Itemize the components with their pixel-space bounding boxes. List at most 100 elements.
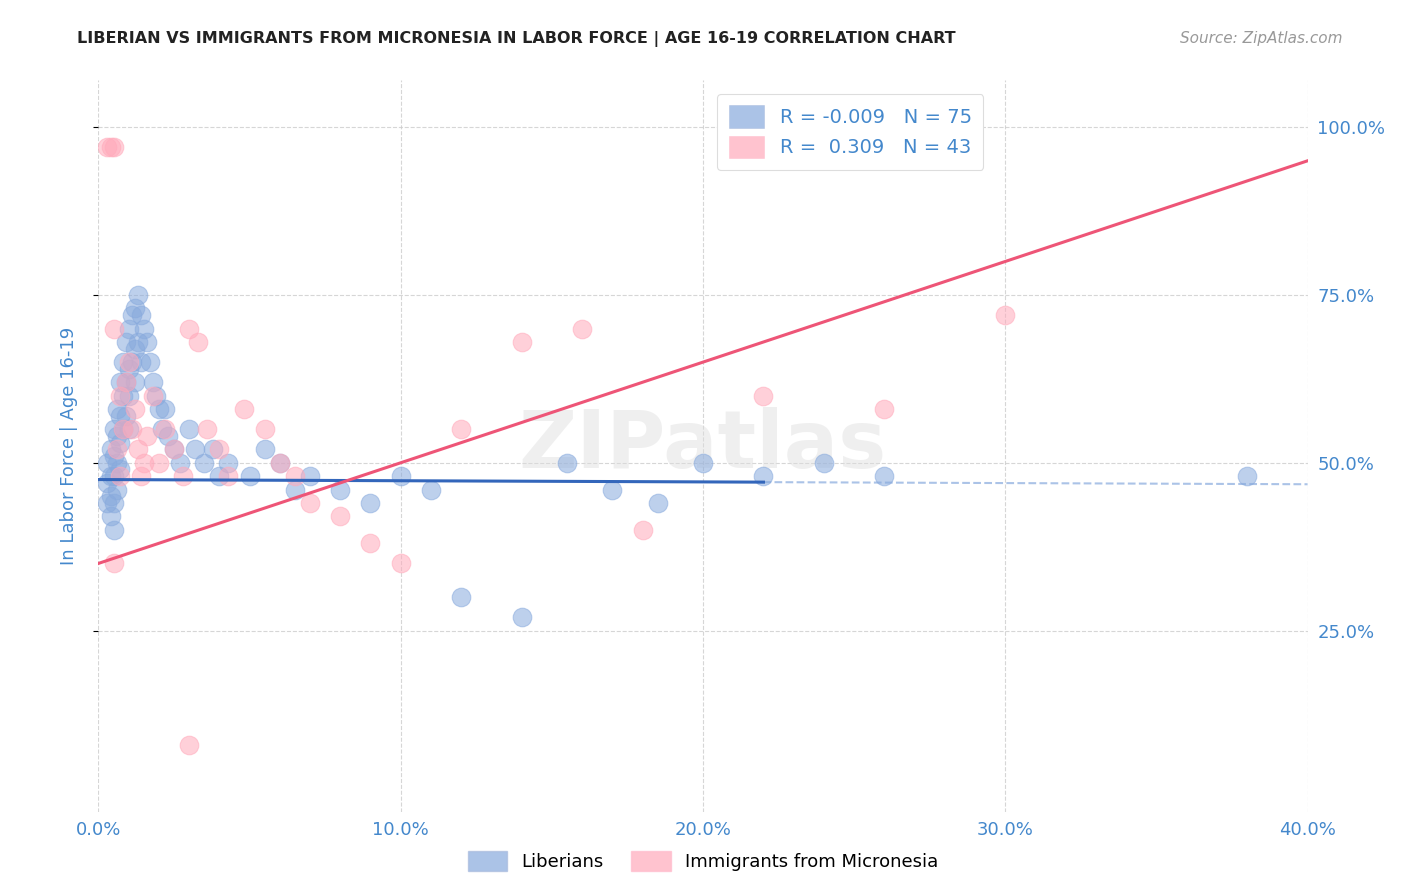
Point	[118, 389, 141, 403]
Point	[150, 422, 173, 436]
Point	[253, 442, 276, 457]
Point	[153, 402, 176, 417]
Point	[105, 402, 128, 417]
Point	[284, 483, 307, 497]
Point	[108, 469, 131, 483]
Point	[217, 469, 239, 483]
Point	[118, 422, 141, 436]
Text: ZIPatlas: ZIPatlas	[519, 407, 887, 485]
Point	[1236, 469, 1258, 483]
Point	[360, 536, 382, 550]
Point	[111, 422, 134, 436]
Point	[108, 462, 131, 476]
Point	[148, 402, 170, 417]
Point	[118, 355, 141, 369]
Point	[217, 456, 239, 470]
Point	[145, 389, 167, 403]
Point	[103, 469, 125, 483]
Point	[103, 496, 125, 510]
Point	[103, 523, 125, 537]
Point	[239, 469, 262, 483]
Point	[555, 456, 578, 470]
Point	[253, 422, 276, 436]
Point	[153, 422, 176, 436]
Point	[193, 456, 215, 470]
Point	[100, 442, 122, 457]
Point	[195, 422, 218, 436]
Point	[114, 334, 136, 349]
Point	[873, 402, 896, 417]
Point	[103, 449, 125, 463]
Point	[269, 456, 291, 470]
Text: LIBERIAN VS IMMIGRANTS FROM MICRONESIA IN LABOR FORCE | AGE 16-19 CORRELATION CH: LIBERIAN VS IMMIGRANTS FROM MICRONESIA I…	[77, 31, 956, 47]
Point	[100, 140, 122, 154]
Point	[450, 422, 472, 436]
Point	[127, 334, 149, 349]
Point	[142, 389, 165, 403]
Point	[105, 442, 128, 457]
Point	[329, 483, 352, 497]
Point	[752, 469, 775, 483]
Point	[105, 483, 128, 497]
Point	[813, 456, 835, 470]
Point	[127, 442, 149, 457]
Point	[103, 321, 125, 335]
Point	[510, 334, 533, 349]
Point	[187, 334, 209, 349]
Point	[692, 456, 714, 470]
Legend: Liberians, Immigrants from Micronesia: Liberians, Immigrants from Micronesia	[460, 844, 946, 879]
Point	[124, 342, 146, 356]
Point	[105, 456, 128, 470]
Point	[100, 509, 122, 524]
Point	[108, 389, 131, 403]
Point	[121, 422, 143, 436]
Point	[96, 140, 118, 154]
Point	[118, 361, 141, 376]
Point	[329, 509, 352, 524]
Point	[360, 496, 382, 510]
Point	[163, 442, 186, 457]
Point	[602, 483, 624, 497]
Point	[129, 355, 152, 369]
Point	[135, 429, 157, 443]
Point	[114, 376, 136, 390]
Point	[96, 475, 118, 490]
Point	[132, 321, 155, 335]
Point	[100, 489, 122, 503]
Point	[299, 469, 322, 483]
Point	[510, 610, 533, 624]
Point	[202, 442, 225, 457]
Point	[118, 321, 141, 335]
Point	[163, 442, 186, 457]
Text: Source: ZipAtlas.com: Source: ZipAtlas.com	[1180, 31, 1343, 46]
Point	[124, 301, 146, 316]
Point	[111, 389, 134, 403]
Point	[129, 308, 152, 322]
Point	[124, 402, 146, 417]
Point	[232, 402, 254, 417]
Point	[114, 376, 136, 390]
Point	[450, 590, 472, 604]
Y-axis label: In Labor Force | Age 16-19: In Labor Force | Age 16-19	[59, 326, 77, 566]
Point	[179, 321, 201, 335]
Point	[108, 435, 131, 450]
Point	[121, 355, 143, 369]
Point	[184, 442, 207, 457]
Point	[420, 483, 443, 497]
Point	[389, 557, 412, 571]
Point	[208, 442, 231, 457]
Point	[208, 469, 231, 483]
Point	[139, 355, 162, 369]
Point	[103, 140, 125, 154]
Point	[631, 523, 654, 537]
Point	[389, 469, 412, 483]
Point	[142, 376, 165, 390]
Point	[269, 456, 291, 470]
Point	[647, 496, 669, 510]
Point	[156, 429, 179, 443]
Point	[179, 422, 201, 436]
Point	[299, 496, 322, 510]
Point	[105, 429, 128, 443]
Point	[571, 321, 593, 335]
Point	[103, 422, 125, 436]
